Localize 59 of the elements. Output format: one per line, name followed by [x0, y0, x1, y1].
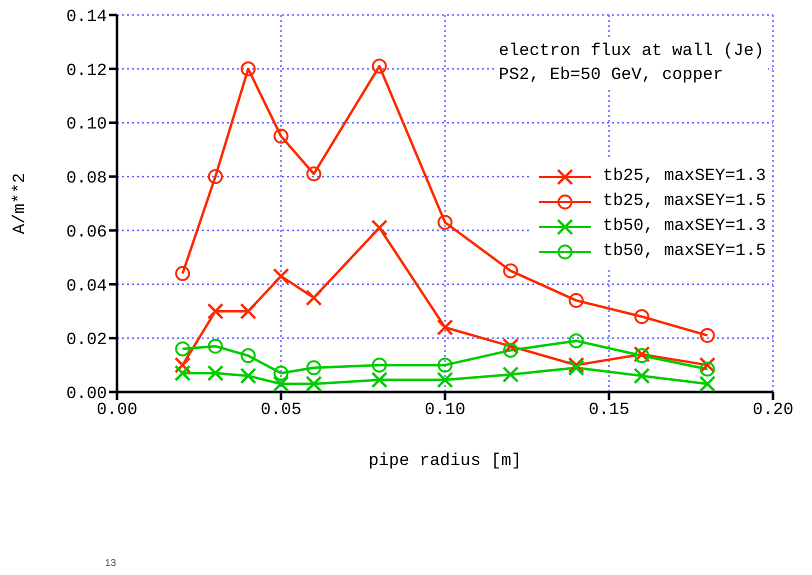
point	[175, 341, 190, 356]
point	[240, 348, 256, 364]
point	[208, 169, 223, 184]
point	[436, 319, 454, 336]
point	[568, 333, 584, 348]
point	[436, 372, 454, 388]
point	[208, 338, 223, 354]
legend-label: tb25, maxSEY=1.3	[602, 167, 766, 186]
point	[438, 358, 452, 373]
text: 13	[105, 558, 116, 569]
point	[207, 364, 224, 382]
y-tick-label: 0.12	[66, 62, 107, 81]
point	[240, 368, 256, 384]
point	[503, 342, 518, 358]
legend-label: tb50, maxSEY=1.3	[602, 217, 766, 236]
point	[306, 166, 322, 182]
point	[306, 360, 322, 376]
point	[438, 214, 452, 230]
x-tick-label: 0.20	[752, 401, 794, 420]
point	[502, 366, 519, 383]
text: electron flux at wall (Je)	[498, 41, 764, 63]
y-axis-title: A/m**2	[11, 172, 30, 234]
y-tick-label: 0.10	[66, 116, 107, 135]
point	[568, 360, 584, 376]
text: PS2, Eb=50 GeV, copper	[498, 65, 724, 87]
point	[274, 366, 288, 381]
legend-label: tb50, maxSEY=1.5	[602, 242, 766, 261]
point	[699, 376, 716, 392]
x-tick-label: 0.05	[260, 401, 302, 420]
point	[306, 290, 322, 306]
point	[700, 362, 715, 377]
point	[272, 268, 290, 284]
point	[306, 376, 322, 392]
y-tick-label: 0.08	[66, 170, 107, 189]
point	[371, 219, 388, 236]
point	[371, 372, 388, 388]
point	[700, 328, 715, 343]
point	[503, 263, 518, 278]
point	[174, 364, 191, 382]
y-tick-label: 0.04	[66, 277, 107, 296]
point	[240, 61, 256, 76]
y-tick-label: 0.06	[66, 223, 107, 242]
point	[272, 376, 290, 392]
point	[175, 266, 190, 282]
x-tick-label: 0.00	[96, 401, 138, 420]
x-tick-label: 0.15	[588, 401, 630, 420]
point	[372, 358, 387, 373]
legend-label: tb25, maxSEY=1.5	[602, 192, 766, 211]
point	[274, 128, 288, 144]
point	[240, 302, 256, 320]
x-tick-label: 0.10	[424, 401, 466, 420]
x-axis-title: pipe radius [m]	[368, 452, 522, 471]
point	[634, 368, 650, 384]
y-tick-label: 0.02	[66, 331, 107, 350]
point	[568, 292, 584, 308]
point	[634, 309, 650, 324]
point	[372, 58, 387, 74]
y-tick-label: 0.14	[66, 8, 107, 28]
point	[207, 302, 224, 320]
